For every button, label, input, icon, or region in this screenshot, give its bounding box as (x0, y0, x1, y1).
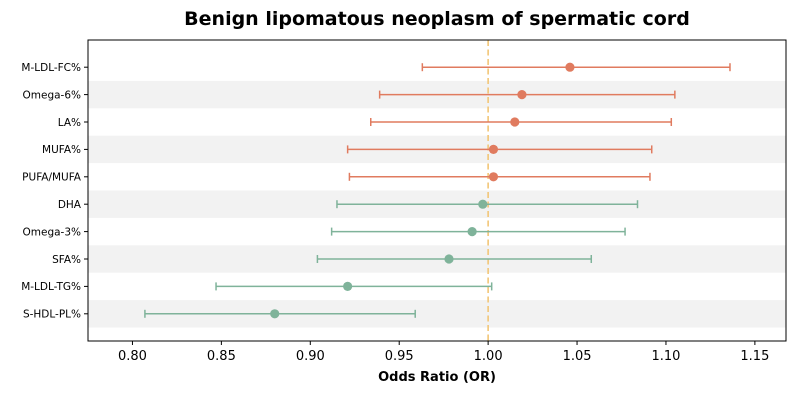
x-tick-label: 1.05 (563, 349, 592, 364)
estimate-la- (370, 117, 673, 127)
y-tick-label: S-HDL-PL% (23, 309, 81, 321)
y-tick-label: PUFA/MUFA (22, 172, 82, 184)
x-tick-label: 1.10 (651, 349, 680, 364)
estimate-dha (336, 199, 639, 209)
estimate-s-hdl-pl- (144, 309, 416, 319)
y-tick-label: DHA (58, 199, 82, 211)
chart-title: Benign lipomatous neoplasm of spermatic … (184, 8, 690, 30)
y-tick-label: MUFA% (42, 144, 81, 156)
y-tick-label: SFA% (52, 254, 81, 266)
y-tick-label: Omega-6% (23, 89, 82, 101)
x-tick-label: 0.95 (385, 349, 414, 364)
y-tick-label: M-LDL-TG% (21, 281, 81, 293)
axes-frame (87, 39, 787, 342)
y-tick-label: LA% (58, 117, 81, 129)
x-tick-label: 0.80 (118, 349, 147, 364)
estimate-pufa-mufa (348, 172, 651, 182)
plot-marks (144, 62, 731, 319)
point-estimate (510, 117, 520, 127)
point-estimate (565, 62, 575, 72)
point-estimate (517, 90, 527, 100)
point-estimate (488, 144, 499, 154)
x-axis-label: Odds Ratio (OR) (378, 370, 496, 385)
estimate-omega-6- (378, 90, 676, 100)
point-estimate (478, 199, 488, 209)
point-estimate (444, 254, 454, 264)
point-estimate (270, 309, 280, 319)
y-axis: M-LDL-FC% Omega-6% LA% MUFA% PUFA/MUFA DHA Ome… (21, 62, 88, 321)
x-tick-label: 1.00 (474, 349, 503, 364)
estimate-m-ldl-fc- (421, 62, 731, 72)
y-tick-label: M-LDL-FC% (21, 62, 81, 74)
x-axis: 0.80 0.85 0.90 0.95 1.00 1.05 1.10 1.15 (118, 341, 769, 364)
x-tick-label: 1.15 (740, 349, 769, 364)
y-tick-label: Omega-3% (23, 226, 82, 238)
estimate-mufa- (346, 144, 653, 154)
estimate-sfa- (316, 254, 593, 264)
point-estimate (343, 281, 353, 291)
estimate-m-ldl-tg- (215, 281, 493, 291)
estimate-omega-3- (330, 227, 626, 237)
point-estimate (488, 172, 499, 182)
x-tick-label: 0.90 (296, 349, 325, 364)
point-estimate (467, 227, 477, 237)
x-tick-label: 0.85 (207, 349, 236, 364)
